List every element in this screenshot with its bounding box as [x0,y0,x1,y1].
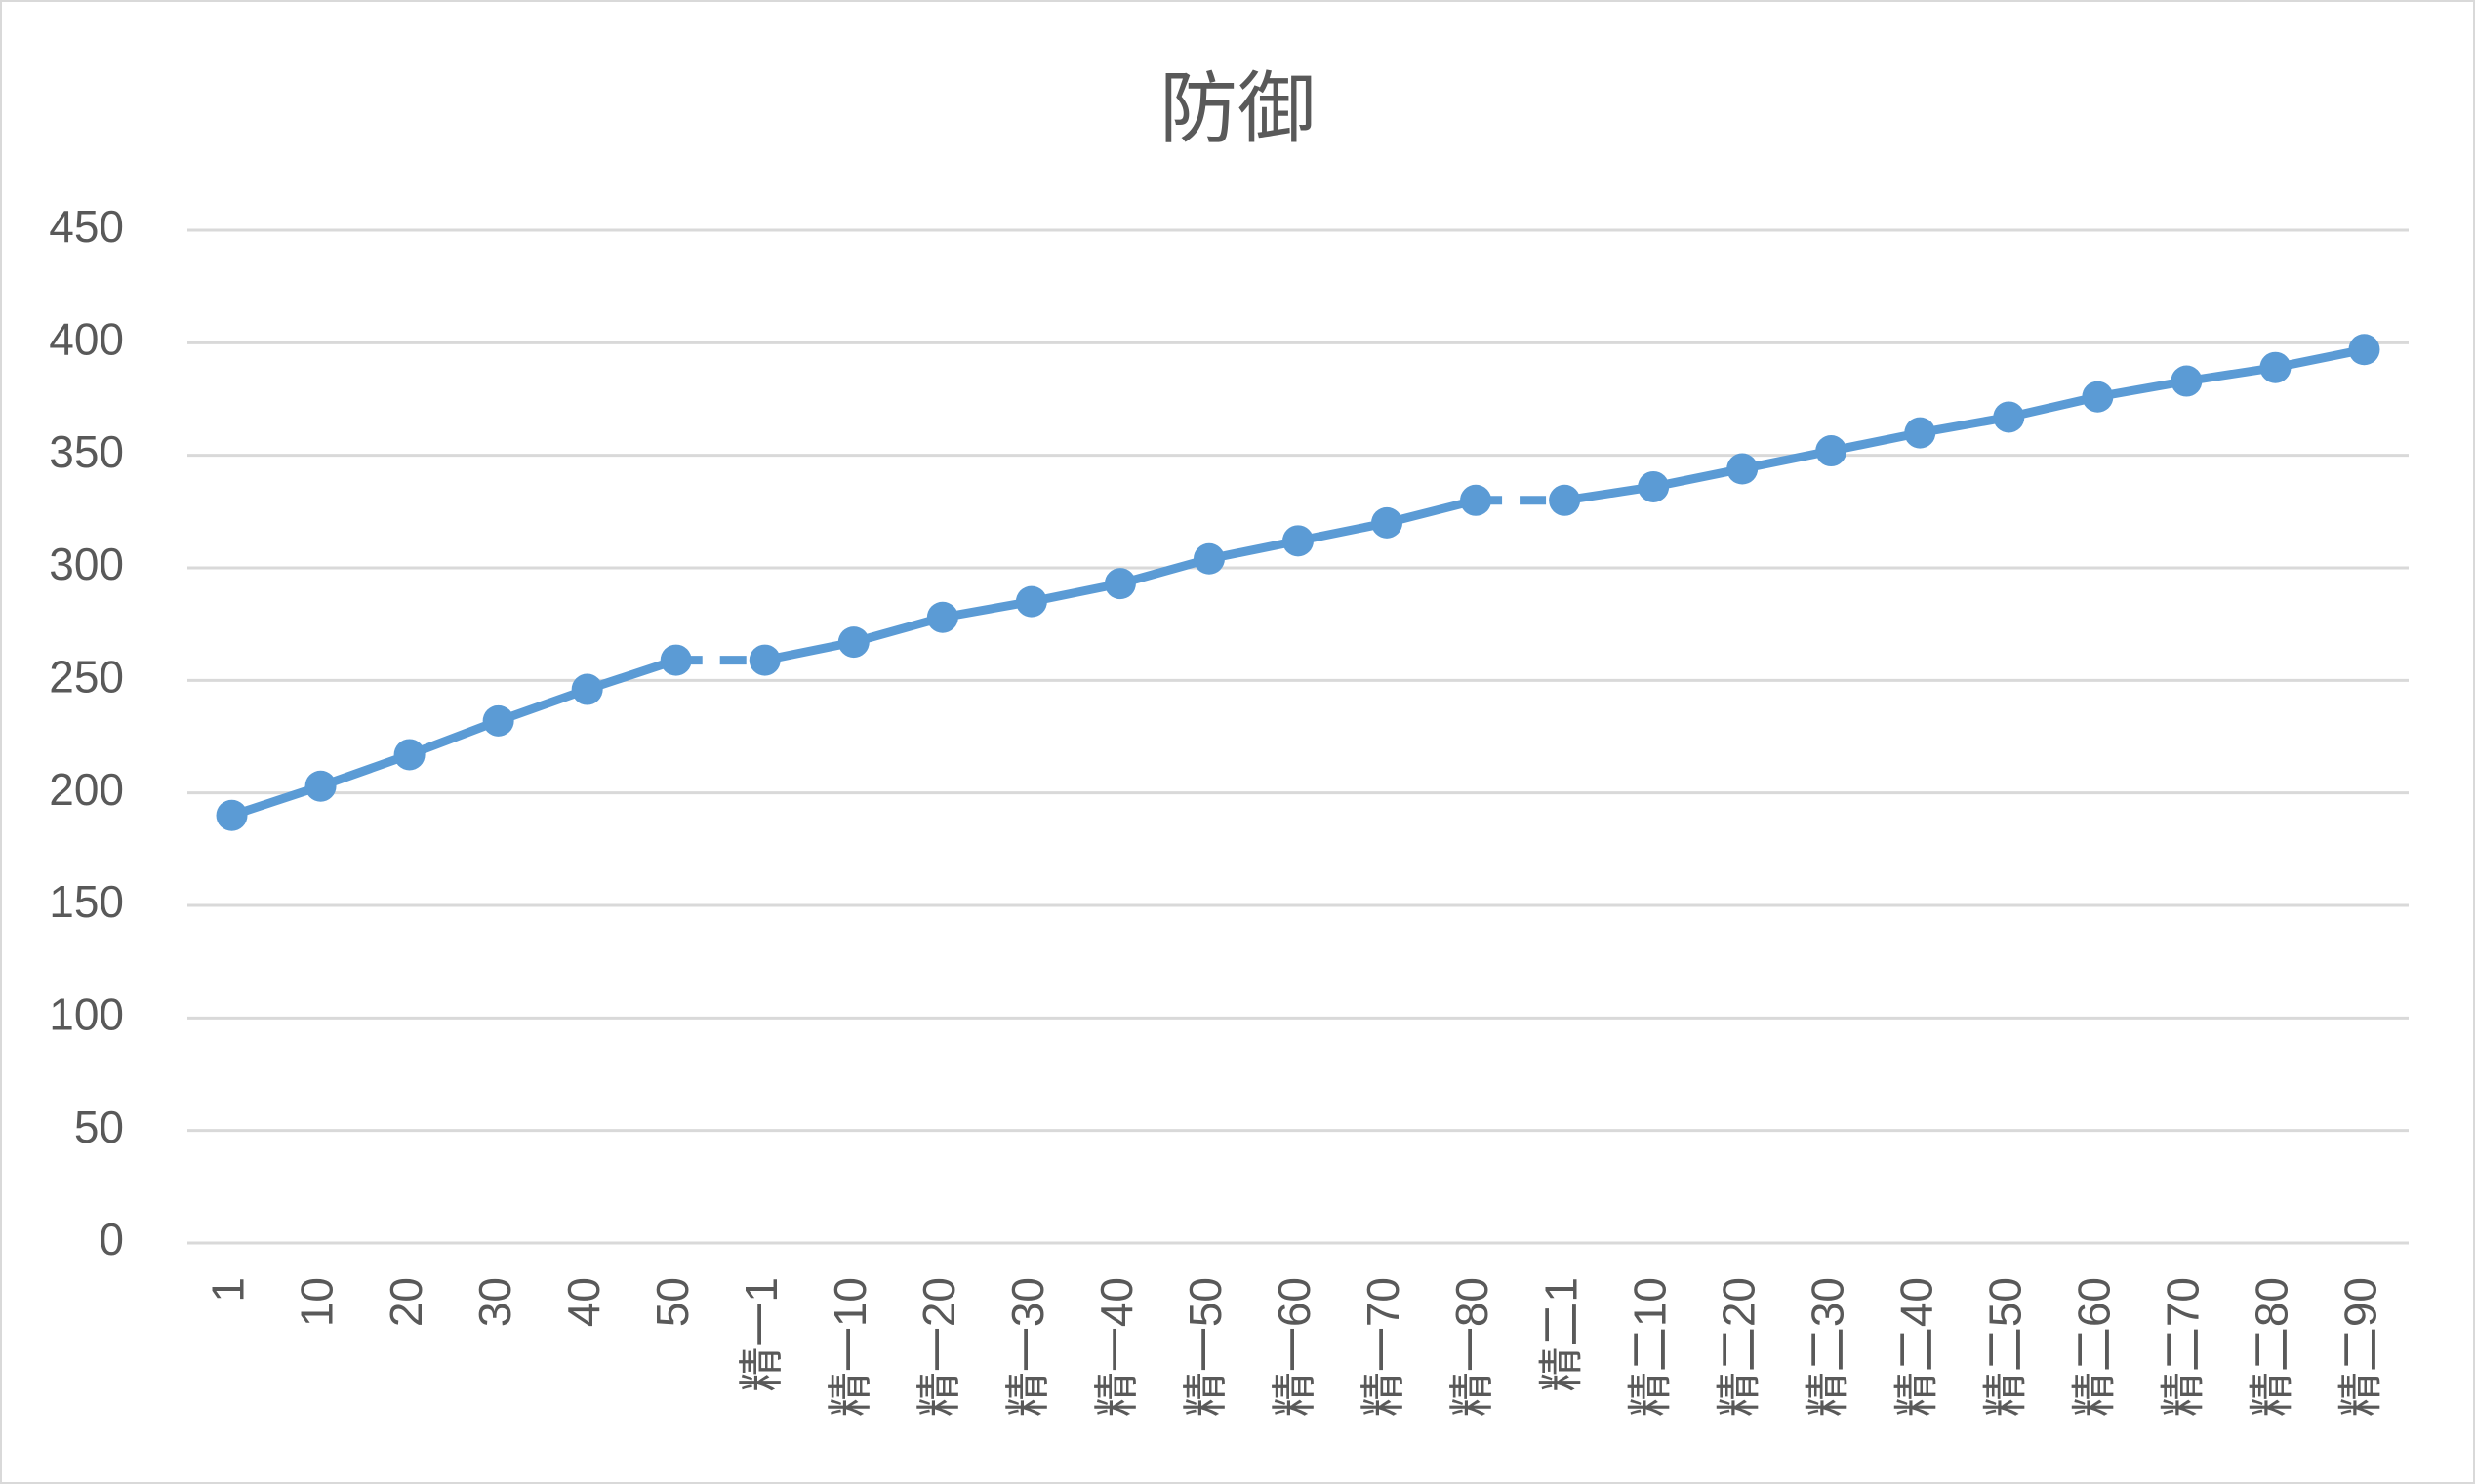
marker [1815,435,1847,467]
x-tick-label: 精一50 [1180,1277,1231,1417]
marker [1193,542,1225,575]
marker [837,626,870,659]
marker [482,704,514,737]
y-tick-label: 250 [49,651,124,702]
marker [2171,365,2203,397]
x-tick-label: 20 [381,1277,431,1327]
marker [1904,417,1936,449]
marker [1993,401,2025,433]
x-tick-label: 50 [647,1277,698,1327]
x-tick-label: 10 [292,1277,343,1327]
marker [2348,334,2380,366]
x-tick-label: 精一80 [1446,1277,1497,1417]
y-tick-label: 300 [49,539,124,589]
marker [1015,585,1047,618]
x-tick-label: 1 [203,1277,254,1303]
y-tick-label: 0 [99,1214,124,1264]
y-tick-label: 350 [49,426,124,477]
x-tick-label: 精一20 [913,1277,964,1417]
y-tick-label: 200 [49,764,124,815]
y-tick-label: 100 [49,988,124,1039]
marker [1549,484,1581,516]
line [1563,344,2366,505]
x-tick-label: 精一10 [825,1277,875,1417]
x-tick-label: 精二20 [1713,1277,1764,1417]
marker [2259,351,2292,383]
x-tick-label: 精一40 [1091,1277,1142,1417]
x-tick-label: 精二70 [2158,1277,2209,1417]
marker [393,739,426,771]
x-tick-label: 精二10 [1624,1277,1675,1417]
x-tick-label: 精二60 [2069,1277,2120,1417]
marker [749,644,781,676]
x-tick-label: 精二30 [1802,1277,1852,1417]
x-tick-label: 40 [558,1277,609,1327]
marker [1726,453,1759,485]
marker [216,799,248,831]
y-tick-label: 50 [74,1102,124,1152]
x-tick-label: 精二1 [1535,1277,1586,1392]
x-tick-label: 精二40 [1890,1277,1941,1417]
y-tick-label: 150 [49,876,124,927]
x-tick-label: 30 [469,1277,520,1327]
marker [2082,381,2114,413]
x-tick-label: 精二80 [2247,1277,2297,1417]
y-tick-label: 400 [49,313,124,364]
marker [1638,470,1670,502]
y-tick-label: 450 [49,201,124,252]
x-tick-label: 精一60 [1269,1277,1319,1417]
marker [571,673,603,705]
marker [1104,568,1136,600]
x-tick-label: 精一30 [1002,1277,1053,1417]
x-tick-label: 精二50 [1979,1277,2030,1417]
marker [1282,525,1314,557]
marker [926,601,958,633]
marker [1460,484,1492,516]
x-tick-label: 精二90 [2335,1277,2386,1417]
marker [304,770,337,802]
x-tick-label: 精一1 [736,1277,787,1392]
marker [1371,506,1403,539]
marker [660,644,692,676]
chart-title: 防御 [1159,65,1316,152]
x-tick-label: 精一70 [1358,1277,1408,1417]
